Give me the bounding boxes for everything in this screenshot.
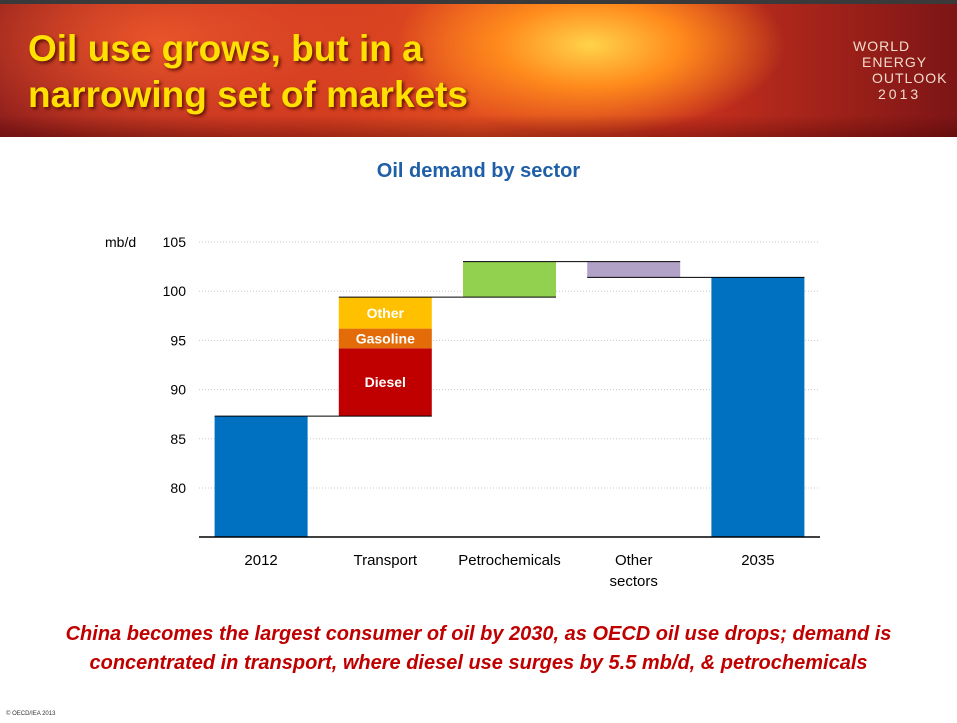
y-axis-unit-label: mb/d [105,234,136,250]
bar-2012 [214,416,308,537]
y-tick-label-95: 95 [170,332,186,348]
slide-title: Oil use grows, but in a narrowing set of… [28,26,468,118]
slide-caption: China becomes the largest consumer of oi… [0,620,957,678]
segment-label-gasoline: Gasoline [356,330,415,346]
y-tick-label-100: 100 [163,283,187,299]
bar-segment-diesel [338,348,432,417]
bar-segment-other [338,297,432,329]
copyright-note: © OECD/IEA 2013 [6,711,56,717]
logo-line-year: 2013 [878,86,922,102]
bar-petrochemicals [463,261,556,298]
caption-line-1: China becomes the largest consumer of oi… [65,623,892,645]
x-tick-label-2012: 2012 [244,552,277,569]
weo-logo: WORLD ENERGY OUTLOOK 2013 [853,38,947,102]
x-tick-label-other-sectors-2: sectors [610,573,658,590]
segment-label-other: Other [367,305,405,321]
y-tick-label-90: 90 [170,382,186,398]
y-tick-label-105: 105 [163,234,187,250]
x-tick-label-2035: 2035 [741,552,774,569]
banner-top-strip [0,0,957,4]
slide-title-line-1: Oil use grows, but in a [28,28,423,69]
caption-line-2: concentrated in transport, where diesel … [89,652,868,674]
banner-shade [0,115,957,137]
chart-title: Oil demand by sector [376,160,581,182]
logo-line-world: WORLD [853,38,911,54]
bar-other-sectors [587,261,681,278]
segment-label-diesel: Diesel [365,374,406,390]
header-banner: Oil use grows, but in a narrowing set of… [0,0,957,137]
x-tick-label-transport: Transport [353,552,417,569]
x-tick-label-petrochemicals: Petrochemicals [458,552,561,569]
bar-segment-gasoline [338,328,432,349]
logo-line-outlook: OUTLOOK [872,70,948,86]
x-tick-label-other-sectors-1: Other [615,552,653,569]
y-tick-label-85: 85 [170,431,186,447]
waterfall-chart: 80 85 90 95 100 105 mb/d Diesel Gasoline Other 201… [105,234,820,590]
y-tick-label-80: 80 [170,480,186,496]
logo-line-energy: ENERGY [862,54,928,70]
bar-2035 [711,277,805,537]
slide-title-line-2: narrowing set of markets [28,74,469,115]
